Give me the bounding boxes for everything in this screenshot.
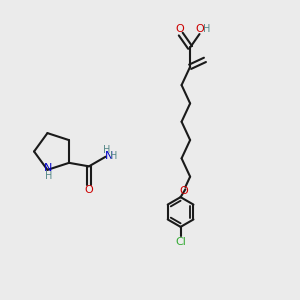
- Text: Cl: Cl: [175, 237, 186, 247]
- Text: O: O: [196, 24, 205, 34]
- Text: O: O: [85, 185, 93, 195]
- Text: H: H: [202, 24, 210, 34]
- Text: O: O: [179, 186, 188, 196]
- Text: H: H: [110, 151, 118, 160]
- Text: N: N: [104, 151, 113, 160]
- Text: H: H: [103, 145, 110, 154]
- Text: N: N: [44, 164, 52, 173]
- Text: O: O: [175, 24, 184, 34]
- Text: H: H: [45, 171, 52, 182]
